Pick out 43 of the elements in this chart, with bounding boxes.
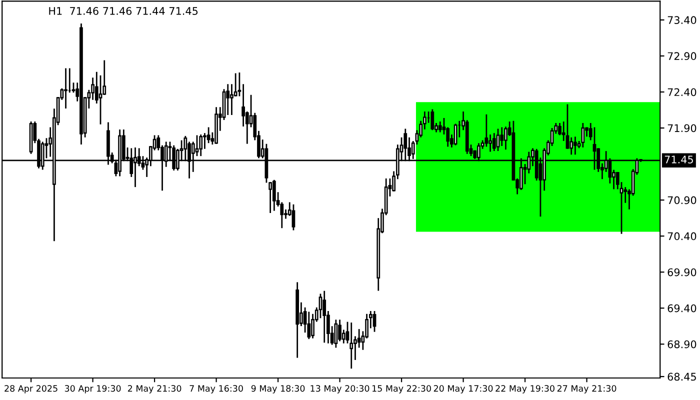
x-tick-label: 15 May 22:30 [372, 385, 431, 394]
x-tick-label: 20 May 17:30 [434, 385, 493, 394]
y-tick-label: 69.40 [668, 304, 696, 312]
candlestick [570, 137, 574, 155]
candlestick [98, 75, 102, 124]
x-tick-label: 7 May 16:30 [190, 385, 243, 394]
candlestick [454, 124, 458, 146]
candlestick [322, 290, 326, 343]
x-tick-label: 30 Apr 19:30 [64, 385, 121, 394]
y-tick-label: 68.90 [668, 340, 696, 348]
ref-line-label: 71.45 [664, 156, 693, 164]
candlestick [338, 320, 342, 342]
x-tick-label: 27 May 21:30 [557, 385, 616, 394]
candlestick [372, 311, 376, 332]
x-tick-label: 2 May 21:30 [128, 385, 182, 394]
candlestick [496, 128, 500, 152]
candlestick [195, 135, 199, 156]
candlestick [199, 134, 203, 156]
candlestick [334, 320, 338, 348]
candlestick [64, 68, 68, 109]
y-tick-label: 69.90 [668, 268, 696, 276]
x-tick-label: 28 Apr 2025 [4, 385, 58, 394]
y-tick-label: 68.45 [668, 372, 696, 381]
x-tick-label: 9 May 18:30 [251, 385, 305, 394]
y-tick-label: 70.90 [668, 196, 696, 204]
y-tick-label: 73.40 [668, 16, 696, 24]
candlestick [438, 122, 442, 132]
x-tick-label: 13 May 20:30 [310, 385, 370, 394]
candlestick [272, 180, 276, 211]
x-tick-label: 22 May 19:30 [496, 385, 554, 394]
candlestick [581, 122, 585, 148]
chart-title: H1 71.46 71.46 71.44 71.45 [49, 7, 198, 15]
candlestick [292, 204, 296, 230]
candlestick [488, 134, 492, 152]
candlestick [430, 109, 434, 130]
y-tick-label: 70.40 [668, 232, 696, 240]
y-tick-label: 71.90 [668, 124, 696, 132]
candlestick [350, 322, 354, 369]
candlestick [307, 312, 311, 340]
y-tick-label: 72.90 [668, 52, 696, 60]
y-tick-label: 72.40 [668, 88, 696, 96]
candlestick [574, 136, 577, 155]
candlestick [500, 127, 504, 146]
